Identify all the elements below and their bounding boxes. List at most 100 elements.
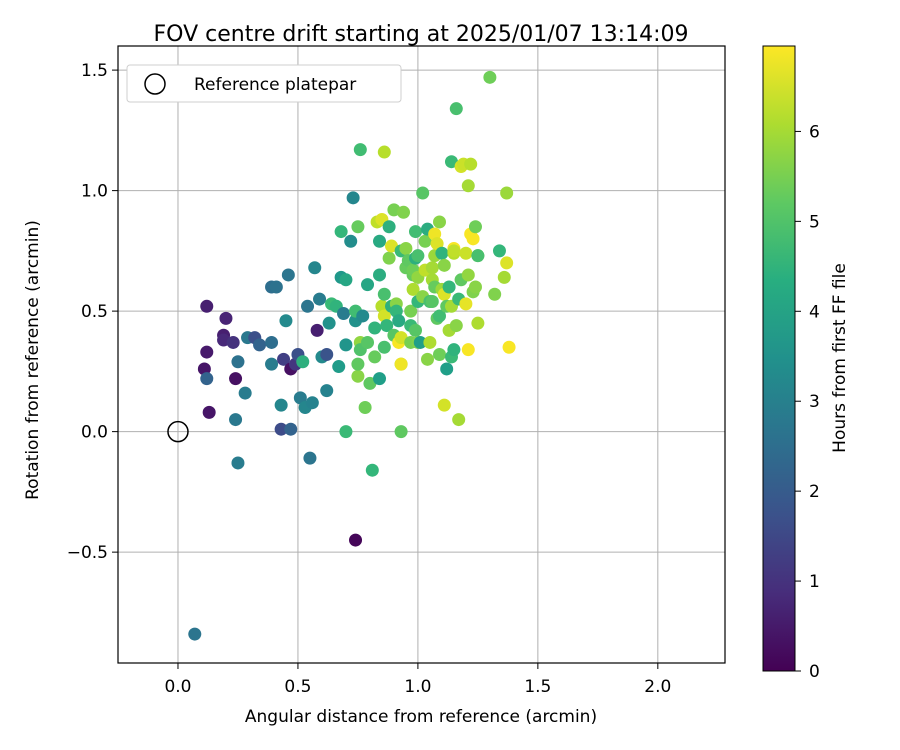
y-tick-label: 0.0: [81, 423, 108, 443]
data-point: [461, 268, 475, 282]
data-point: [310, 323, 324, 337]
data-point: [253, 338, 267, 352]
data-point: [320, 348, 334, 361]
data-point: [377, 287, 391, 301]
data-point: [492, 244, 506, 258]
data-point: [274, 398, 288, 412]
data-point: [406, 282, 420, 296]
data-point: [392, 314, 406, 328]
y-axis-label: Rotation from reference (arcmin): [23, 220, 43, 500]
colorbar-tick-label: 1: [809, 572, 820, 592]
data-point: [279, 314, 293, 328]
data-point: [435, 246, 449, 260]
data-point: [418, 234, 432, 248]
data-point: [497, 270, 511, 284]
data-point: [437, 258, 451, 272]
data-point: [339, 338, 353, 352]
colorbar-tick-label: 3: [809, 392, 820, 412]
data-point: [361, 278, 375, 292]
data-point: [274, 422, 288, 436]
data-point: [397, 205, 411, 219]
reference-marker: [167, 420, 189, 443]
y-tick-label: 0.5: [81, 302, 108, 322]
y-axis-ticks: −0.5 0.0 0.5 1.0 1.5: [67, 61, 118, 563]
colorbar-tick-label: 4: [809, 302, 820, 322]
data-point: [380, 319, 394, 333]
colorbar-tick-label: 5: [809, 212, 820, 232]
data-point: [471, 316, 485, 330]
data-point: [200, 299, 214, 313]
legend-marker-icon: [144, 73, 166, 95]
colorbar: 0 1 2 3 4 5 6 Hours from first FF file: [762, 45, 850, 682]
data-point: [363, 376, 377, 390]
data-point: [337, 307, 351, 321]
data-point: [466, 232, 480, 246]
legend-label: Reference platepar: [194, 75, 356, 95]
data-point: [500, 256, 514, 270]
data-point: [351, 369, 365, 383]
data-point: [365, 463, 379, 477]
data-point: [413, 335, 427, 349]
data-point: [411, 249, 425, 263]
data-point: [432, 348, 446, 361]
data-point: [382, 220, 396, 234]
data-point: [468, 220, 482, 234]
data-point: [452, 413, 466, 427]
data-point: [449, 102, 463, 116]
data-point: [368, 350, 382, 364]
y-tick-label: 1.5: [81, 61, 108, 81]
y-tick-label: 1.0: [81, 182, 108, 202]
data-point: [339, 273, 353, 287]
data-point: [332, 360, 346, 374]
data-point: [200, 345, 214, 359]
data-point: [188, 627, 202, 641]
data-point: [281, 268, 295, 282]
colorbar-ticks: 0 1 2 3 4 5 6: [795, 122, 820, 682]
data-point: [358, 401, 372, 415]
data-point: [447, 244, 461, 258]
data-point: [293, 391, 307, 405]
data-point: [437, 398, 451, 412]
data-point: [334, 225, 348, 239]
data-point: [351, 220, 365, 234]
plot-frame: [117, 45, 726, 664]
data-point: [459, 297, 473, 311]
chart-title: FOV centre drift starting at 2025/01/07 …: [154, 22, 689, 47]
data-point: [229, 372, 243, 386]
y-tick-label: −0.5: [67, 543, 108, 563]
data-point: [356, 309, 370, 323]
colorbar-tick-label: 6: [809, 122, 820, 142]
data-point: [420, 352, 434, 366]
data-point: [394, 357, 408, 371]
data-point: [471, 249, 485, 263]
data-point: [231, 456, 245, 470]
data-point: [284, 422, 298, 436]
data-point: [344, 234, 358, 248]
data-point: [277, 352, 291, 366]
data-point: [425, 294, 439, 308]
x-axis-ticks: 0.0 0.5 1.0 1.5 2.0: [164, 663, 671, 697]
colorbar-tick-label: 2: [809, 482, 820, 502]
data-point: [409, 225, 423, 239]
x-tick-label: 1.5: [524, 677, 551, 697]
data-point: [361, 335, 375, 349]
data-point: [346, 191, 360, 205]
data-point: [373, 268, 387, 282]
data-point: [449, 319, 463, 333]
data-point: [351, 357, 365, 371]
data-point: [377, 340, 391, 354]
x-tick-label: 0.0: [164, 677, 191, 697]
data-point: [308, 261, 322, 275]
data-point: [322, 316, 336, 330]
colorbar-gradient: [762, 45, 796, 672]
data-point: [202, 405, 216, 419]
data-point: [394, 425, 408, 439]
data-point: [394, 331, 408, 345]
data-point: [468, 280, 482, 294]
data-point: [385, 239, 399, 253]
data-point: [377, 145, 391, 159]
data-point: [423, 335, 437, 349]
data-point: [238, 386, 252, 400]
data-point: [373, 372, 387, 386]
